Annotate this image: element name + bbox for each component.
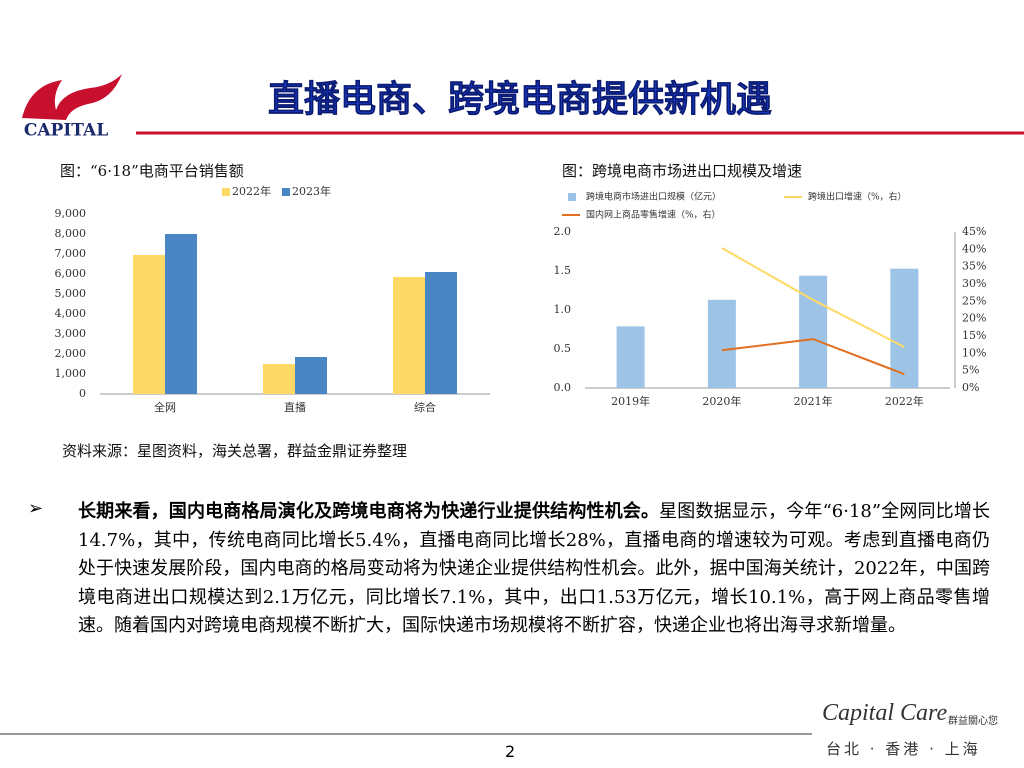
tick-label: 25% (962, 294, 986, 307)
cities: 台北 · 香港 · 上海 (826, 740, 981, 758)
tick-label: 1.0 (554, 303, 572, 316)
slide-title: 直播电商、跨境电商提供新机遇 (267, 78, 773, 121)
tick-label: 0 (79, 387, 86, 400)
tick-label: 1,000 (55, 367, 87, 380)
page-number: 2 (505, 742, 516, 761)
tick-label: 8,000 (55, 227, 87, 240)
legend-swatch (282, 188, 290, 196)
legend-label: 2022年 (232, 184, 271, 198)
body-text: 长期来看，国内电商格局演化及跨境电商将为快递行业提供结构性机会。星图数据显示，今… (78, 498, 990, 641)
tick-label: 5% (962, 364, 979, 377)
legend-swatch (568, 193, 576, 201)
legend-swatch (222, 188, 230, 196)
tick-label: 0% (962, 381, 979, 394)
tick-label: 0.0 (554, 381, 572, 394)
logo-text: CAPITAL (24, 121, 108, 141)
bar (707, 299, 736, 388)
text: 星图数据显示，今年“6·18”全网同比增长14.7%，其中，传统电商同比增长5.… (78, 501, 991, 636)
tick-label: 3,000 (55, 327, 87, 340)
bar (133, 255, 165, 394)
tick-label: 35% (962, 260, 986, 273)
tick-label: 5,000 (55, 287, 87, 300)
x-tick-label: 2020年 (702, 394, 741, 408)
chart-title: 图：“6·18”电商平台销售额 (60, 162, 244, 180)
tick-label: 45% (962, 225, 986, 238)
tick-label: 4,000 (55, 307, 87, 320)
legend-label: 2023年 (292, 184, 331, 198)
lead: 长期来看，国内电商格局演化及跨境电商将为快递行业提供结构性机会。 (78, 501, 660, 522)
tick-label: 1.5 (554, 264, 572, 277)
legend-label: 国内网上商品零售增速（%，右） (586, 209, 721, 221)
slogan: 群益關心您 (948, 716, 998, 727)
x-tick-label: 2021年 (794, 394, 833, 408)
line (721, 247, 905, 348)
tick-label: 30% (962, 277, 986, 290)
bar (165, 234, 197, 394)
tick-label: 9,000 (55, 207, 87, 220)
tick-label: 2.0 (554, 225, 572, 238)
tick-label: 40% (962, 242, 986, 255)
tick-label: 6,000 (55, 267, 87, 280)
x-tick-label: 全网 (154, 400, 176, 414)
line (721, 338, 905, 376)
brand: Capital Care (822, 700, 948, 726)
tick-label: 15% (962, 329, 986, 342)
legend-label: 跨境电商市场进出口规模（亿元） (586, 191, 721, 203)
bullet: ➢ (28, 498, 44, 519)
tick-label: 0.5 (554, 342, 572, 355)
bar (616, 326, 645, 388)
bar (295, 357, 327, 394)
tick-label: 20% (962, 312, 986, 325)
legend-label: 跨境出口增速（%，右） (808, 191, 907, 203)
x-tick-label: 直播 (284, 400, 306, 414)
x-tick-label: 2019年 (611, 394, 650, 408)
logo-mark (22, 74, 122, 120)
tick-label: 10% (962, 346, 986, 359)
x-tick-label: 综合 (414, 400, 436, 414)
bar (263, 364, 295, 394)
chart-title: 图：跨境电商市场进出口规模及增速 (562, 162, 803, 180)
tick-label: 2,000 (55, 347, 87, 360)
bar (799, 275, 828, 388)
bar (425, 272, 457, 394)
tick-label: 7,000 (55, 247, 87, 260)
x-tick-label: 2022年 (885, 394, 924, 408)
bar (393, 277, 425, 394)
bar (890, 268, 919, 388)
source: 资料来源：星图资料，海关总署，群益金鼎证券整理 (62, 442, 408, 460)
